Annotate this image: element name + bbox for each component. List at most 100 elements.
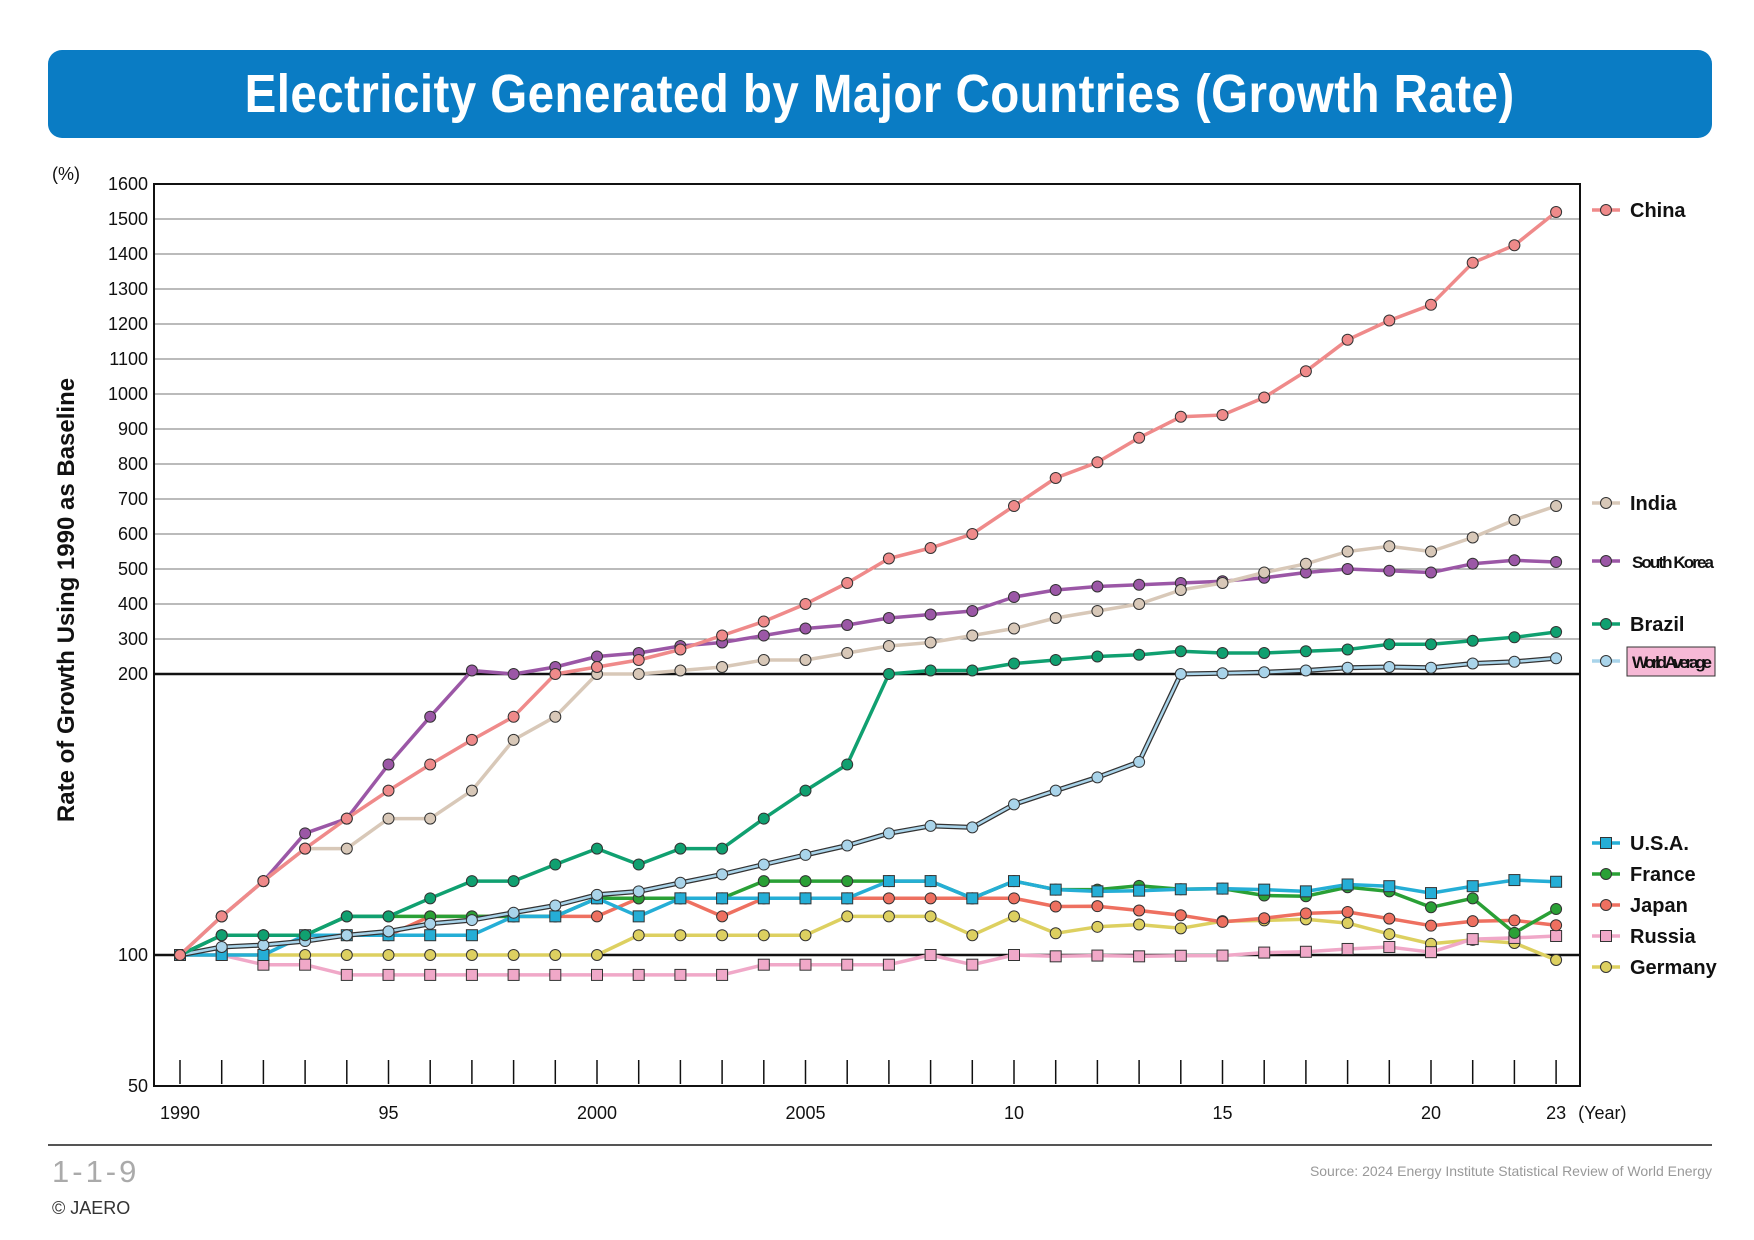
series-line	[178, 210, 1558, 957]
y-tick-label: 100	[118, 945, 148, 965]
data-point	[1341, 917, 1354, 930]
y-tick-label: 1300	[108, 279, 148, 299]
data-point	[1299, 557, 1312, 570]
axes: 50 100 200 300 400 500 600 700 800 900 1000 1100 120…	[52, 164, 1626, 1123]
series-line	[180, 878, 1557, 957]
copyright-text: © JAERO	[52, 1198, 131, 1218]
data-point	[1550, 903, 1563, 916]
data-point	[632, 885, 645, 898]
data-point	[757, 929, 770, 942]
series-lines	[174, 206, 1563, 981]
data-point	[1383, 880, 1396, 893]
data-point	[716, 661, 729, 673]
data-point	[674, 643, 687, 656]
data-point	[716, 929, 729, 942]
data-point	[507, 733, 520, 746]
data-point	[549, 949, 562, 961]
data-point	[1091, 920, 1104, 933]
data-point	[966, 528, 979, 540]
data-point	[841, 875, 854, 888]
data-point	[507, 968, 520, 981]
data-point	[924, 664, 937, 677]
data-point	[966, 929, 979, 942]
data-point	[1383, 314, 1396, 327]
data-point	[340, 910, 353, 923]
legend-marker	[1600, 899, 1612, 911]
legend-item: Germany	[1592, 957, 1718, 979]
data-point	[549, 910, 562, 923]
data-point	[1299, 945, 1312, 958]
data-point	[924, 875, 937, 888]
data-point	[716, 910, 729, 923]
data-point	[424, 710, 437, 723]
data-point	[1216, 409, 1229, 421]
data-point	[507, 906, 520, 919]
y-tick-label: 1500	[108, 209, 148, 229]
data-point	[1049, 950, 1062, 963]
y-tick-label: 500	[118, 559, 148, 579]
data-point	[299, 958, 312, 971]
data-point	[716, 629, 729, 642]
y-tick-label: 300	[118, 629, 148, 649]
data-point	[340, 929, 353, 942]
data-point	[549, 968, 562, 981]
data-point	[1508, 914, 1521, 927]
data-point	[549, 668, 562, 680]
data-point	[1091, 771, 1104, 784]
data-point	[674, 929, 687, 942]
data-point	[1133, 884, 1146, 897]
data-point	[1425, 566, 1437, 579]
data-point	[382, 784, 395, 797]
legend-label: Japan	[1630, 895, 1688, 917]
data-point	[1008, 591, 1020, 603]
data-point	[924, 949, 937, 961]
legend-label: Brazil	[1630, 614, 1684, 636]
data-point	[1133, 578, 1146, 591]
legend-marker	[1600, 497, 1612, 509]
data-point	[1091, 885, 1104, 898]
data-point	[1091, 650, 1104, 663]
data-point	[799, 598, 812, 610]
footer-rule	[48, 1144, 1712, 1146]
data-point	[1425, 946, 1437, 959]
data-point	[549, 710, 562, 723]
data-point	[716, 968, 729, 981]
data-point	[1466, 634, 1479, 647]
x-tick-label: 10	[1004, 1103, 1024, 1123]
data-point	[549, 858, 562, 871]
series-group	[174, 929, 1563, 981]
x-tick-label: 23	[1546, 1103, 1566, 1123]
data-point	[799, 848, 812, 861]
data-point	[1508, 239, 1521, 252]
data-point	[1341, 563, 1354, 575]
x-tick-label: 95	[378, 1103, 398, 1123]
data-point	[882, 958, 895, 971]
data-point	[841, 758, 854, 771]
data-point	[1550, 919, 1563, 932]
legend-label: China	[1630, 200, 1686, 222]
data-point	[507, 875, 520, 888]
data-point	[1049, 654, 1062, 666]
data-point	[757, 858, 770, 871]
data-point	[1091, 900, 1104, 913]
legend-item: Japan	[1592, 895, 1688, 917]
data-point	[1383, 661, 1396, 673]
data-point	[716, 842, 729, 855]
data-point	[841, 577, 854, 589]
data-point	[1383, 638, 1396, 651]
series-group	[174, 500, 1563, 961]
data-point	[549, 899, 562, 912]
data-point	[882, 552, 895, 565]
data-point	[924, 819, 937, 832]
y-tick-label: 600	[118, 524, 148, 544]
data-point	[966, 892, 979, 905]
data-point	[1133, 904, 1146, 917]
data-point	[1216, 882, 1229, 895]
data-point	[424, 949, 437, 961]
data-point	[465, 875, 478, 888]
data-point	[1091, 580, 1104, 593]
data-point	[1550, 626, 1563, 638]
data-point	[1550, 652, 1563, 665]
data-point	[382, 812, 395, 825]
series-line	[179, 879, 1557, 957]
